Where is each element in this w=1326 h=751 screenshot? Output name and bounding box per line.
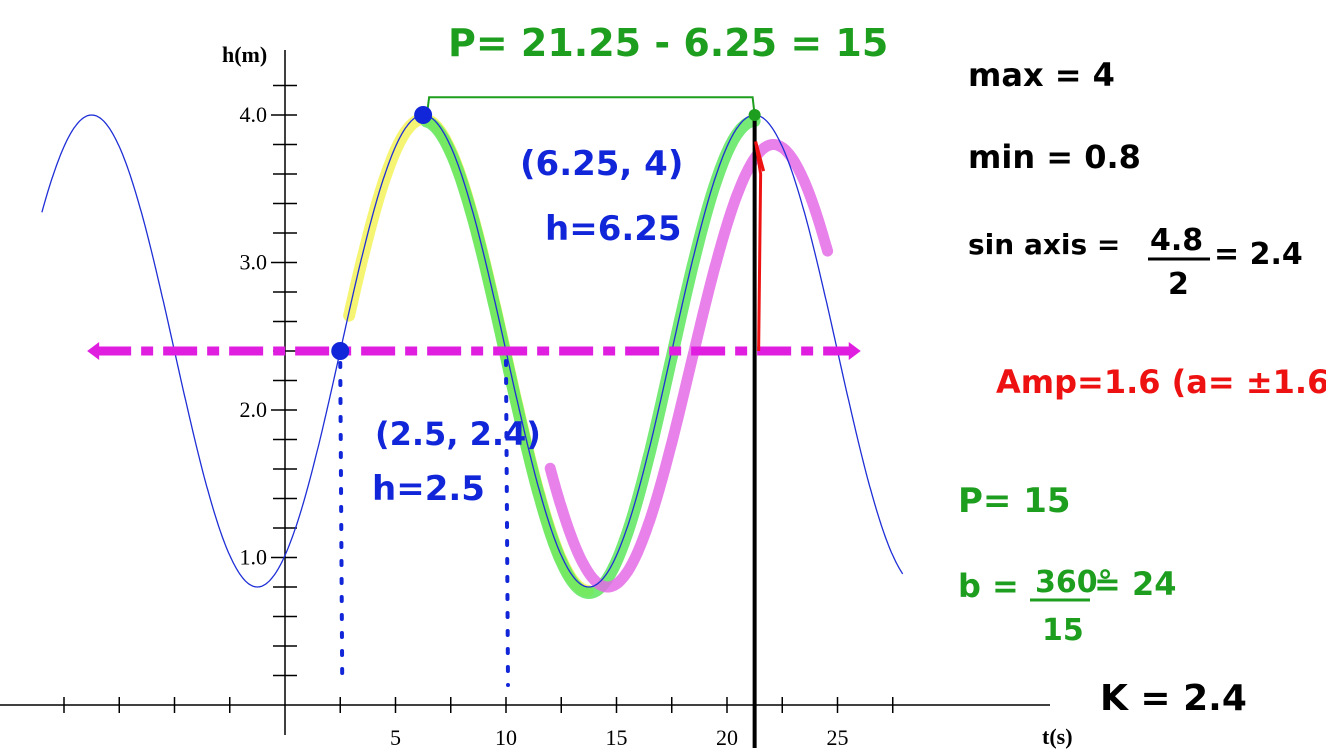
red-amplitude-mark [754, 141, 766, 352]
key-point [748, 109, 761, 121]
start-h-label: h=2.5 [372, 469, 485, 509]
pink-highlight [544, 139, 834, 593]
annotations: P= 21.25 - 6.25 = 15 (6.25, 4) h=6.25 (2… [372, 21, 1326, 719]
highlights [343, 112, 834, 600]
green-highlight [420, 115, 761, 600]
y-axis-label: h(m) [222, 42, 267, 67]
b-prefix: b = [958, 567, 1019, 605]
sinusoidal-axis-right-arrow [848, 342, 861, 360]
sin-axis-prefix: sin axis = [968, 228, 1120, 261]
k-label: K = 2.4 [1100, 678, 1247, 719]
x-tick-label: 10 [495, 725, 517, 750]
y-tick-label: 2.0 [240, 397, 268, 422]
y-tick-label: 4.0 [240, 102, 268, 127]
peak-point-label: (6.25, 4) [520, 144, 683, 184]
start-point-label: (2.5, 2.4) [375, 415, 541, 453]
period-label: P= 15 [958, 481, 1071, 521]
y-tick-label: 1.0 [240, 545, 268, 570]
key-points [331, 106, 761, 360]
b-denominator: 15 [1042, 613, 1084, 648]
x-tick-label: 20 [716, 725, 738, 750]
min-label: min = 0.8 [968, 138, 1141, 176]
sin-axis-numerator: 4.8 [1150, 223, 1203, 258]
axes: 5 10 15 20 25 1.0 2.0 3.0 4.0 h(m) t(s) [0, 42, 1073, 750]
x-tick-label: 25 [827, 725, 849, 750]
b-numerator: 360° [1035, 565, 1113, 600]
key-point [414, 106, 433, 124]
x-ticks: 5 10 15 20 25 [63, 697, 894, 750]
dotted-drop-line [504, 359, 510, 687]
x-tick-label: 15 [606, 725, 628, 750]
y-ticks: 1.0 2.0 3.0 4.0 [240, 84, 297, 677]
sinusoidal-axis-left-arrow [87, 342, 100, 360]
x-axis-label: t(s) [1042, 724, 1073, 749]
dotted-drop-lines [338, 359, 510, 687]
sin-axis-denominator: 2 [1168, 267, 1189, 302]
period-formula: P= 21.25 - 6.25 = 15 [448, 21, 888, 65]
max-label: max = 4 [968, 56, 1115, 94]
b-result: = 24 [1094, 565, 1176, 603]
sin-axis-result: = 2.4 [1214, 237, 1303, 272]
dotted-drop-line [338, 361, 345, 687]
y-tick-label: 3.0 [240, 250, 268, 275]
period-bracket [426, 96, 756, 116]
peak-h-label: h=6.25 [545, 209, 682, 249]
x-tick-label: 5 [390, 725, 401, 750]
amplitude-label: Amp=1.6 (a= ±1.6) [996, 363, 1326, 401]
key-point [331, 342, 350, 360]
